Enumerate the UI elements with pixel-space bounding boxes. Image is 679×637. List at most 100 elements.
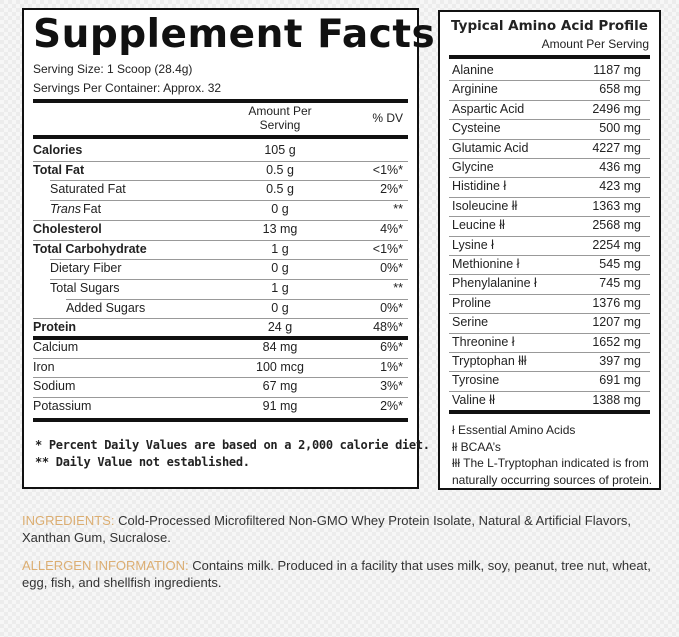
amino-name: Tyrosine — [452, 373, 500, 388]
ingredients-text: Cold-Processed Microfiltered Non-GMO Whe… — [22, 513, 632, 545]
amino-subtitle: Amount Per Serving — [541, 37, 649, 51]
nutrient-row: Total Fat 0.5 g <1%* — [24, 161, 417, 181]
row-divider — [449, 352, 650, 353]
amino-amount: 1388 mg — [592, 392, 641, 407]
footnote-tryptophan-cont: naturally occurring sources of protein. — [452, 472, 653, 487]
row-divider — [50, 180, 408, 182]
amino-row: Lysine ł 2254 mg — [440, 236, 659, 256]
nutrient-name: Calories — [33, 143, 83, 157]
amino-amount: 4227 mg — [592, 140, 641, 155]
nutrient-name: Sodium — [33, 379, 76, 394]
nutrient-dv: 4%* — [380, 221, 403, 236]
amino-amount: 745 mg — [599, 276, 641, 291]
row-divider — [449, 99, 650, 101]
row-divider — [449, 158, 650, 159]
row-divider — [449, 119, 650, 121]
row-divider — [449, 274, 650, 276]
amino-row: Proline 1376 mg — [440, 294, 659, 314]
row-divider — [33, 239, 408, 241]
row-divider — [33, 357, 408, 359]
amino-amount: 1187 mg — [593, 63, 641, 77]
nutrient-row: Potassium 91 mg 2%* — [24, 397, 417, 417]
nutrient-dv: 0%* — [380, 300, 403, 315]
nutrient-name: Saturated Fat — [50, 182, 126, 197]
row-divider — [33, 219, 408, 221]
amino-amount: 436 mg — [599, 160, 641, 174]
nutrient-amount: 1 g — [271, 241, 289, 256]
nutrient-dv: 3%* — [380, 379, 403, 394]
nutrient-row: Iron 100 mcg 1%* — [24, 358, 417, 378]
amino-name: Glycine — [452, 160, 494, 174]
nutrient-name: Potassium — [33, 399, 92, 414]
row-divider — [449, 80, 650, 82]
amino-acid-panel: Typical Amino Acid Profile Amount Per Se… — [438, 10, 661, 490]
amino-name: Lysine ł — [452, 237, 494, 252]
row-divider — [449, 371, 650, 373]
nutrient-amount: 24 g — [267, 320, 293, 335]
row-divider — [449, 196, 650, 198]
nutrient-name: Trans — [50, 202, 82, 217]
nutrient-name: Added Sugars — [66, 300, 146, 315]
amino-row: Tryptophan łłł 397 mg — [440, 352, 659, 372]
nutrient-dv: 2%* — [380, 182, 403, 197]
amino-name: Proline — [452, 295, 491, 310]
row-divider — [449, 216, 650, 218]
nutrient-amount: 0 g — [271, 202, 289, 217]
nutrient-row: Trans Fat 0 g ** — [24, 200, 417, 220]
nutrient-row: Cholesterol 13 mg 4%* — [24, 220, 417, 240]
nutrient-amount: 0.5 g — [266, 162, 294, 177]
nutrient-row: Protein 24 g 48%* — [24, 318, 417, 338]
amino-row: Arginine 658 mg — [440, 80, 659, 100]
nutrient-dv: ** — [393, 280, 403, 295]
amino-row: Alanine 1187 mg — [440, 61, 659, 81]
column-header-amount-line1: Amount Per — [248, 104, 312, 118]
row-divider — [449, 235, 650, 237]
row-divider — [33, 160, 408, 162]
amino-amount: 691 mg — [599, 373, 641, 388]
row-divider — [449, 255, 650, 256]
amino-amount: 1363 mg — [592, 198, 641, 213]
nutrient-row: Calcium 84 mg 6%* — [24, 338, 417, 358]
amino-amount: 1376 mg — [592, 295, 641, 310]
nutrient-dv: <1%* — [372, 241, 403, 256]
row-divider — [33, 397, 408, 399]
nutrient-name: Total Carbohydrate — [33, 241, 147, 256]
nutrient-amount: 91 mg — [262, 399, 298, 414]
amino-amount: 500 mg — [599, 121, 641, 136]
footnote-bcaa: łł BCAA’s — [452, 439, 501, 454]
footnote-tryptophan: łłł The L-Tryptophan indicated is from — [452, 456, 649, 470]
nutrient-dv: 2%* — [380, 399, 403, 414]
row-divider — [449, 177, 650, 179]
row-divider — [449, 313, 650, 315]
nutrient-name: Cholesterol — [33, 221, 102, 236]
nutrient-amount: 100 mcg — [256, 359, 304, 374]
row-divider — [33, 318, 408, 320]
nutrient-name-suffix: Fat — [83, 202, 102, 217]
divider — [449, 410, 650, 414]
serving-size: Serving Size: 1 Scoop (28.4g) — [33, 62, 193, 76]
nutrient-name: Dietary Fiber — [50, 261, 122, 276]
amino-name: Tryptophan łłł — [452, 354, 527, 368]
amino-amount: 2496 mg — [592, 101, 641, 116]
amino-amount: 545 mg — [599, 257, 641, 271]
amino-name: Methionine ł — [452, 257, 520, 271]
allergen-label: ALLERGEN INFORMATION: — [22, 558, 189, 573]
nutrient-amount: 1 g — [271, 280, 289, 295]
nutrient-dv: 0%* — [380, 261, 403, 276]
footnote-essential: ł Essential Amino Acids — [452, 423, 576, 437]
nutrient-row: Total Sugars 1 g ** — [24, 279, 417, 299]
nutrient-amount: 0.5 g — [266, 182, 294, 197]
amino-amount: 658 mg — [599, 82, 641, 97]
nutrient-name: Iron — [33, 359, 55, 374]
servings-per-container: Servings Per Container: Approx. 32 — [33, 81, 222, 95]
nutrient-amount: 105 g — [264, 143, 296, 157]
amino-row: Phenylalanine ł 745 mg — [440, 274, 659, 294]
amino-name: Glutamic Acid — [452, 140, 529, 155]
row-divider — [449, 293, 650, 295]
nutrient-amount: 0 g — [271, 261, 289, 276]
amino-name: Arginine — [452, 82, 498, 97]
nutrient-row: Calories 105 g — [24, 141, 417, 161]
amino-name: Cysteine — [452, 121, 501, 136]
footnote-dv: * Percent Daily Values are based on a 2,… — [35, 438, 430, 452]
nutrient-row: Added Sugars 0 g 0%* — [24, 299, 417, 319]
